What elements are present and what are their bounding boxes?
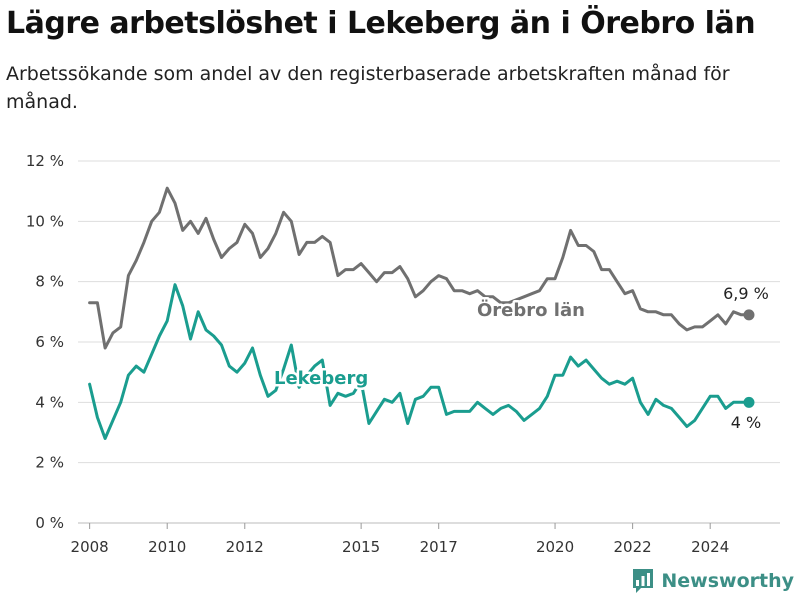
- x-tick-label: 2020: [536, 538, 574, 556]
- x-tick-label: 2017: [420, 538, 458, 556]
- series-end-point: [743, 309, 755, 321]
- chart-subtitle: Arbetssökande som andel av den registerb…: [6, 63, 730, 113]
- series-label-county-halo: Örebro län: [477, 299, 585, 321]
- y-tick-label: 10 %: [26, 212, 64, 230]
- series-label-municipality: Lekeberg: [274, 368, 368, 389]
- y-tick-label: 12 %: [26, 152, 64, 170]
- x-tick-label: 2022: [614, 538, 652, 556]
- x-axis: 2008 2010 2012 2015 2017 2020 2022 2024: [71, 523, 729, 556]
- x-tick-label: 2024: [691, 538, 729, 556]
- x-tick-label: 2010: [148, 538, 186, 556]
- brand-logo: Newsworthy: [631, 568, 794, 594]
- x-tick-label: 2012: [226, 538, 264, 556]
- series-line-municipality: [88, 283, 751, 440]
- series-group: [88, 186, 755, 440]
- y-axis: 0 % 2 % 4 % 6 % 8 % 10 % 12 %: [26, 152, 64, 532]
- y-tick-label: 2 %: [35, 454, 64, 472]
- series-end-point: [743, 396, 755, 408]
- gridlines: [78, 160, 780, 524]
- y-tick-label: 8 %: [35, 273, 64, 291]
- y-tick-label: 4 %: [35, 393, 64, 411]
- y-tick-label: 6 %: [35, 333, 64, 351]
- series-label-county: Örebro län: [477, 299, 585, 321]
- series-line-county: [88, 186, 751, 350]
- end-value-municipality: 4 %: [731, 413, 761, 432]
- series-label-municipality-halo: Lekeberg: [274, 368, 368, 389]
- newsworthy-icon: [633, 569, 654, 593]
- chart-title: Lägre arbetslöshet i Lekeberg än i Örebr…: [6, 6, 756, 41]
- y-tick-label: 0 %: [35, 514, 64, 532]
- x-tick-label: 2015: [342, 538, 380, 556]
- brand-name: Newsworthy: [661, 570, 794, 592]
- x-tick-label: 2008: [71, 538, 109, 556]
- end-value-county: 6,9 %: [723, 284, 769, 303]
